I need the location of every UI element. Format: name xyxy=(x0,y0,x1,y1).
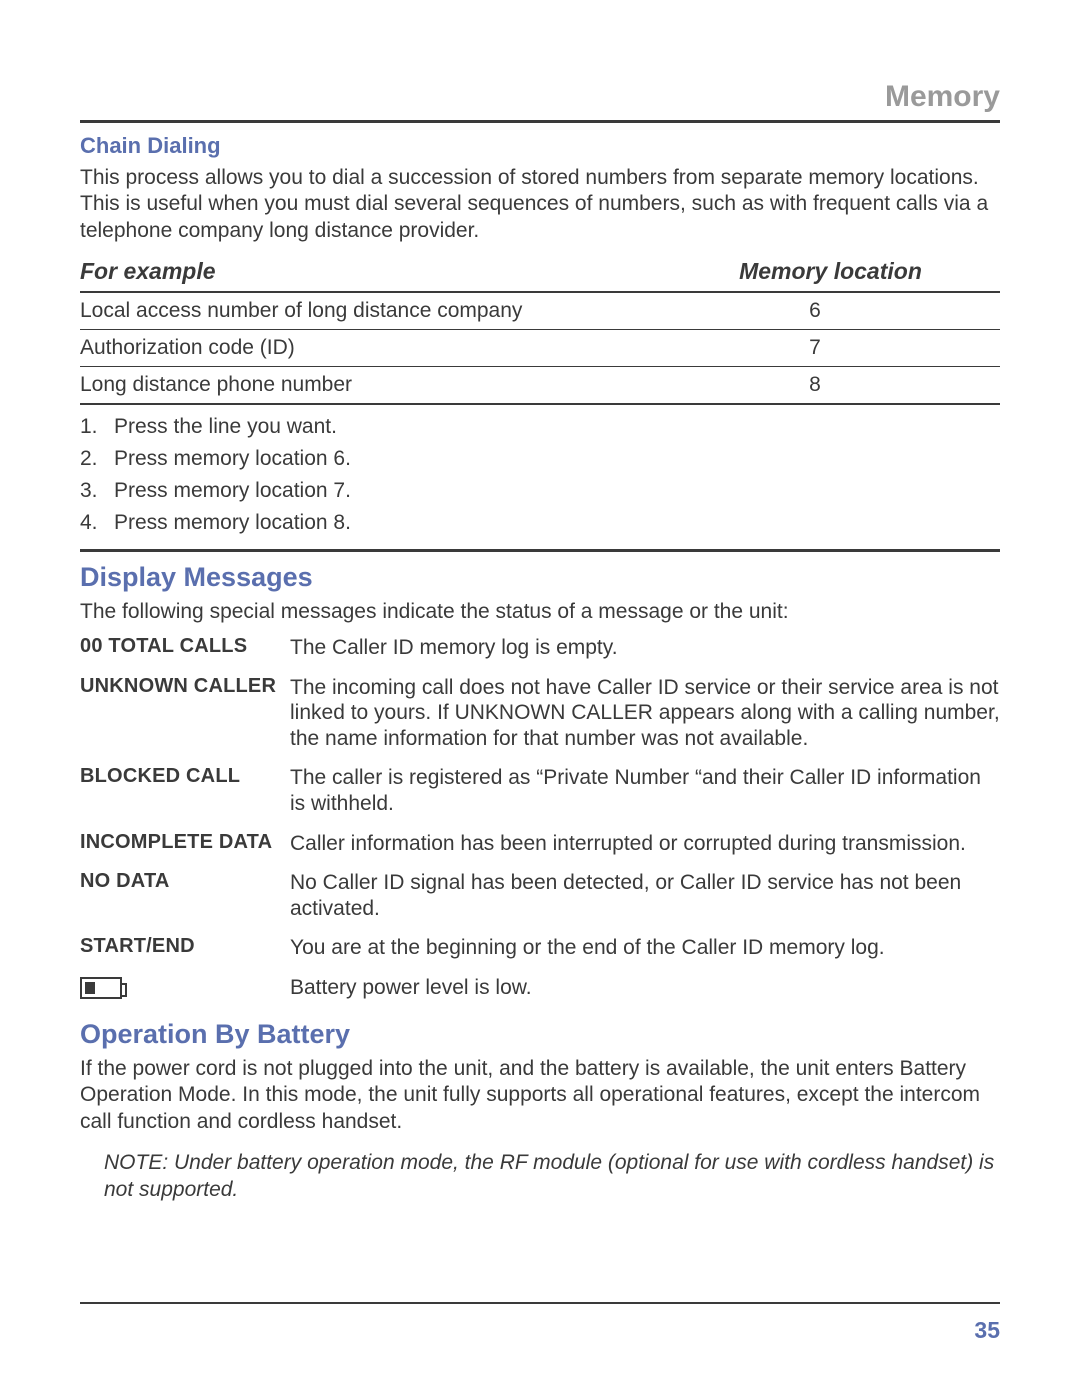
message-label: 00 TOTAL CALLS xyxy=(80,635,290,661)
display-intro: The following special messages indicate … xyxy=(80,599,1000,625)
message-label: NO DATA xyxy=(80,870,290,921)
message-row: UNKNOWN CALLER The incoming call does no… xyxy=(80,675,1000,752)
battery-heading: Operation By Battery xyxy=(80,1019,1000,1050)
example-col1-header: For example xyxy=(80,254,649,291)
list-item: 2.Press memory location 6. xyxy=(80,443,1000,475)
message-text: You are at the beginning or the end of t… xyxy=(290,935,1000,961)
chain-steps: 1.Press the line you want. 2.Press memor… xyxy=(80,411,1000,539)
message-text: The Caller ID memory log is empty. xyxy=(290,635,1000,661)
example-name: Long distance phone number xyxy=(80,367,649,403)
table-row: Long distance phone number 8 xyxy=(80,367,1000,403)
message-row: INCOMPLETE DATA Caller information has b… xyxy=(80,831,1000,857)
step-text: Press memory location 6. xyxy=(114,447,351,470)
list-item: 3.Press memory location 7. xyxy=(80,475,1000,507)
battery-icon xyxy=(80,977,122,999)
page-number: 35 xyxy=(974,1317,1000,1344)
step-text: Press the line you want. xyxy=(114,415,337,438)
list-item: 4.Press memory location 8. xyxy=(80,507,1000,539)
message-label: INCOMPLETE DATA xyxy=(80,831,290,857)
section-rule xyxy=(80,549,1000,552)
example-loc: 6 xyxy=(649,293,1000,329)
message-row: NO DATA No Caller ID signal has been det… xyxy=(80,870,1000,921)
example-table: For example Memory location Local access… xyxy=(80,254,1000,405)
battery-note: NOTE: Under battery operation mode, the … xyxy=(104,1149,1000,1204)
message-label: START/END xyxy=(80,935,290,961)
step-text: Press memory location 8. xyxy=(114,511,351,534)
message-text: The caller is registered as “Private Num… xyxy=(290,765,1000,816)
message-row: 00 TOTAL CALLS The Caller ID memory log … xyxy=(80,635,1000,661)
battery-low-icon xyxy=(80,975,290,1005)
table-row: Authorization code (ID) 7 xyxy=(80,330,1000,366)
footer-rule xyxy=(80,1302,1000,1304)
message-label: BLOCKED CALL xyxy=(80,765,290,816)
header-rule xyxy=(80,120,1000,123)
message-text: No Caller ID signal has been detected, o… xyxy=(290,870,1000,921)
chain-heading: Chain Dialing xyxy=(80,133,1000,159)
example-name: Authorization code (ID) xyxy=(80,330,649,366)
example-loc: 8 xyxy=(649,367,1000,403)
example-name: Local access number of long distance com… xyxy=(80,293,649,329)
list-item: 1.Press the line you want. xyxy=(80,411,1000,443)
message-row: START/END You are at the beginning or th… xyxy=(80,935,1000,961)
example-loc: 7 xyxy=(649,330,1000,366)
message-text: The incoming call does not have Caller I… xyxy=(290,675,1000,752)
page-header: Memory xyxy=(80,80,1000,114)
battery-text: If the power cord is not plugged into th… xyxy=(80,1056,1000,1135)
step-text: Press memory location 7. xyxy=(114,479,351,502)
chain-intro: This process allows you to dial a succes… xyxy=(80,165,1000,244)
message-text: Caller information has been interrupted … xyxy=(290,831,1000,857)
example-col2-header: Memory location xyxy=(649,254,1000,291)
message-row: Battery power level is low. xyxy=(80,975,1000,1005)
message-label: UNKNOWN CALLER xyxy=(80,675,290,752)
message-text: Battery power level is low. xyxy=(290,975,1000,1005)
message-row: BLOCKED CALL The caller is registered as… xyxy=(80,765,1000,816)
table-row: Local access number of long distance com… xyxy=(80,293,1000,329)
display-heading: Display Messages xyxy=(80,562,1000,593)
